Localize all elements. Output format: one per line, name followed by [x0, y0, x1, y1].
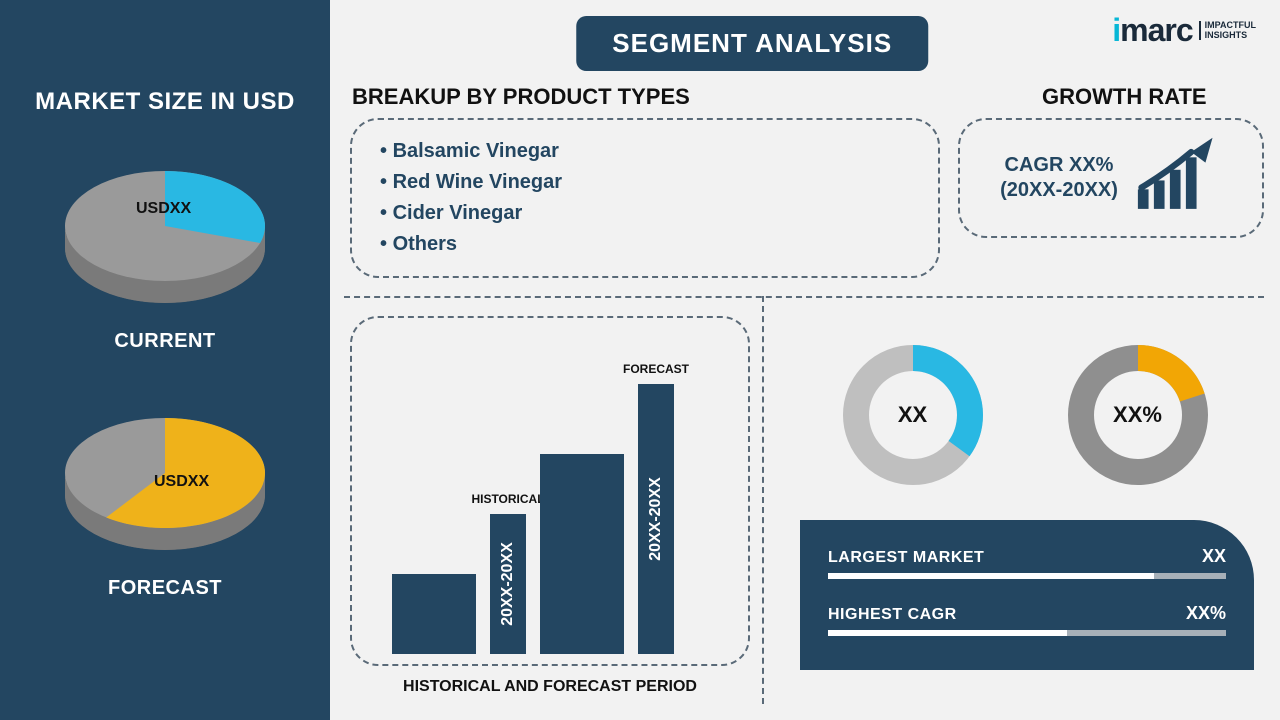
market-size-title: MARKET SIZE IN USD: [35, 88, 295, 116]
bar-top-caption: FORECAST: [623, 362, 689, 376]
horizontal-divider: [344, 296, 1264, 298]
donut-chart: XX: [843, 345, 983, 485]
metric-value: XX: [1202, 546, 1226, 567]
bar-top-caption: HISTORICAL: [471, 492, 544, 506]
bar: HISTORICAL20XX-20XX: [490, 514, 526, 654]
bar: FORECAST20XX-20XX: [638, 384, 674, 654]
barchart-box: HISTORICAL20XX-20XXFORECAST20XX-20XX HIS…: [350, 316, 750, 666]
metric-fill: [828, 630, 1067, 636]
donut-center-label: XX: [898, 402, 927, 428]
pie-caption: CURRENT: [114, 330, 215, 353]
metric-fill: [828, 573, 1154, 579]
bar: [540, 454, 624, 654]
pie-inside-label: USDXX: [154, 473, 209, 491]
brand-accent-letter: i: [1112, 12, 1120, 48]
left-panel: MARKET SIZE IN USD USDXX CURRENT USDXX F…: [0, 0, 330, 720]
breakup-box: Balsamic VinegarRed Wine VinegarCider Vi…: [350, 118, 940, 278]
brand-logo: imarc IMPACTFUL INSIGHTS: [1112, 12, 1256, 49]
metric-track: [828, 630, 1226, 636]
donut-area: XX XX%: [800, 330, 1250, 500]
tagline-line1: IMPACTFUL: [1205, 20, 1256, 30]
growth-heading: GROWTH RATE: [1042, 84, 1207, 110]
breakup-item: Others: [380, 229, 910, 260]
metrics-card: LARGEST MARKET XX HIGHEST CAGR XX%: [800, 520, 1254, 670]
breakup-heading: BREAKUP BY PRODUCT TYPES: [352, 84, 690, 110]
pie-caption: FORECAST: [108, 577, 222, 600]
cagr-text: CAGR XX% (20XX-20XX): [1000, 153, 1118, 203]
breakup-list: Balsamic VinegarRed Wine VinegarCider Vi…: [380, 136, 910, 260]
donut-chart: XX%: [1068, 345, 1208, 485]
bar-group: HISTORICAL20XX-20XXFORECAST20XX-20XX: [392, 364, 712, 654]
pie-svg: [50, 156, 280, 316]
right-panel: imarc IMPACTFUL INSIGHTS SEGMENT ANALYSI…: [330, 0, 1280, 720]
bar: [392, 574, 476, 654]
donut-center-label: XX%: [1113, 402, 1162, 428]
segment-analysis-title: SEGMENT ANALYSIS: [576, 16, 928, 71]
breakup-item: Cider Vinegar: [380, 198, 910, 229]
pie-inside-label: USDXX: [136, 200, 191, 218]
metric-label: LARGEST MARKET: [828, 549, 984, 567]
metric-track: [828, 573, 1226, 579]
metric-row: HIGHEST CAGR XX%: [828, 603, 1226, 636]
growth-arrow-icon: [1132, 136, 1222, 221]
metric-row: LARGEST MARKET XX: [828, 546, 1226, 579]
breakup-item: Balsamic Vinegar: [380, 136, 910, 167]
metric-value: XX%: [1186, 603, 1226, 624]
tagline-line2: INSIGHTS: [1205, 30, 1248, 40]
vertical-divider: [762, 296, 764, 704]
pie-chart: USDXX CURRENT: [50, 156, 280, 353]
barchart-caption: HISTORICAL AND FORECAST PERIOD: [403, 678, 697, 696]
brand-rest: marc: [1120, 12, 1193, 48]
bar-side-text: 20XX-20XX: [499, 542, 517, 626]
breakup-item: Red Wine Vinegar: [380, 167, 910, 198]
cagr-line1: CAGR XX%: [1005, 154, 1114, 176]
bar-side-text: 20XX-20XX: [647, 477, 665, 561]
pie-chart: USDXX FORECAST: [50, 403, 280, 600]
growth-box: CAGR XX% (20XX-20XX): [958, 118, 1264, 238]
brand-tagline: IMPACTFUL INSIGHTS: [1199, 21, 1256, 41]
cagr-line2: (20XX-20XX): [1000, 179, 1118, 201]
metric-label: HIGHEST CAGR: [828, 606, 957, 624]
brand-mark: imarc: [1112, 12, 1192, 49]
